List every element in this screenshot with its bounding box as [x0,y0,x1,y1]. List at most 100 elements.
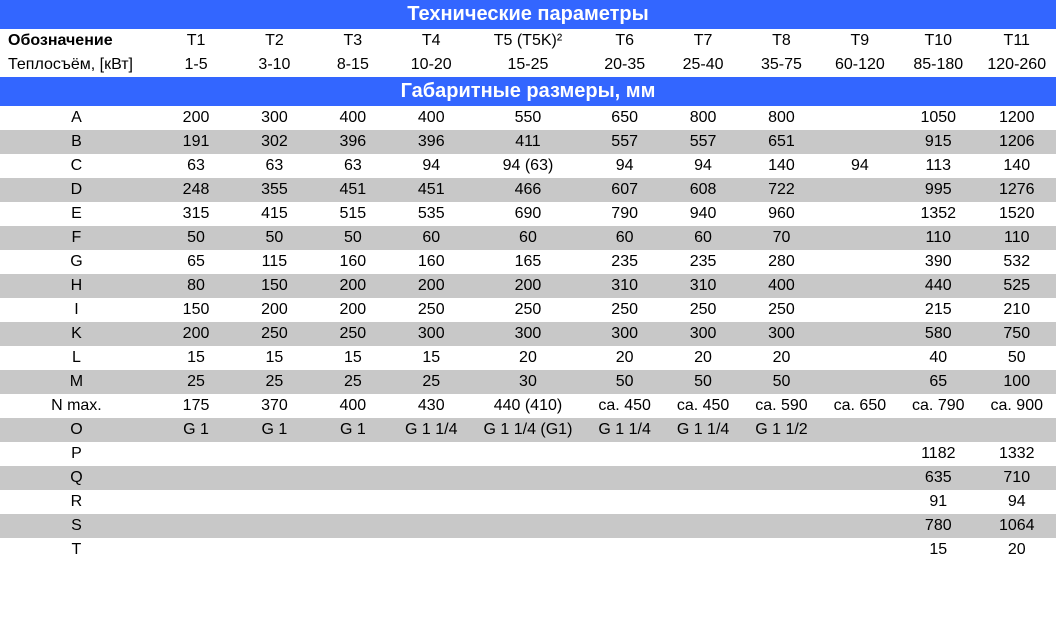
param-M-3: 25 [392,370,470,394]
param-M-0: 25 [157,370,235,394]
param-L-10: 50 [977,346,1056,370]
param-T-3 [392,538,470,562]
param-G-4: 165 [470,250,585,274]
param-M-5: 50 [585,370,663,394]
param-L-5: 20 [585,346,663,370]
param-T-6 [664,538,742,562]
param-F-9: 110 [899,226,977,250]
param-A-3: 400 [392,106,470,130]
param-E-3: 535 [392,202,470,226]
param-O-8 [821,418,899,442]
param-S-9: 780 [899,514,977,538]
param-label-E: E [0,202,157,226]
param-B-9: 915 [899,130,977,154]
heat-label: Теплосъём, [кВт] [0,53,157,77]
param-G-0: 65 [157,250,235,274]
param-R-1 [235,490,313,514]
param-M-2: 25 [314,370,392,394]
param-label-K: K [0,322,157,346]
param-O-0: G 1 [157,418,235,442]
param-R-0 [157,490,235,514]
param-K-8 [821,322,899,346]
param-O-5: G 1 1/4 [585,418,663,442]
param-Q-2 [314,466,392,490]
param-L-6: 20 [664,346,742,370]
param-I-0: 150 [157,298,235,322]
param-M-9: 65 [899,370,977,394]
param-A-6: 800 [664,106,742,130]
param-N max.-4: 440 (410) [470,394,585,418]
param-Q-7 [742,466,820,490]
param-K-3: 300 [392,322,470,346]
col-header-4: T5 (T5K)² [470,29,585,53]
heat-val-0: 1-5 [157,53,235,77]
param-I-6: 250 [664,298,742,322]
param-P-6 [664,442,742,466]
heat-val-8: 60-120 [821,53,899,77]
param-S-2 [314,514,392,538]
param-label-S: S [0,514,157,538]
param-label-G: G [0,250,157,274]
param-F-4: 60 [470,226,585,250]
param-C-8: 94 [821,154,899,178]
param-S-6 [664,514,742,538]
param-H-6: 310 [664,274,742,298]
param-O-2: G 1 [314,418,392,442]
param-A-10: 1200 [977,106,1056,130]
param-G-8 [821,250,899,274]
param-E-6: 940 [664,202,742,226]
param-B-1: 302 [235,130,313,154]
param-P-7 [742,442,820,466]
param-E-9: 1352 [899,202,977,226]
param-S-4 [470,514,585,538]
param-N max.-6: ca. 450 [664,394,742,418]
param-P-4 [470,442,585,466]
param-G-1: 115 [235,250,313,274]
param-F-7: 70 [742,226,820,250]
param-O-1: G 1 [235,418,313,442]
param-K-6: 300 [664,322,742,346]
param-Q-10: 710 [977,466,1056,490]
param-P-5 [585,442,663,466]
param-I-8 [821,298,899,322]
heat-val-2: 8-15 [314,53,392,77]
param-O-6: G 1 1/4 [664,418,742,442]
param-H-5: 310 [585,274,663,298]
param-N max.-0: 175 [157,394,235,418]
param-D-8 [821,178,899,202]
heat-val-7: 35-75 [742,53,820,77]
param-S-7 [742,514,820,538]
param-label-C: C [0,154,157,178]
param-I-2: 200 [314,298,392,322]
param-L-3: 15 [392,346,470,370]
param-A-4: 550 [470,106,585,130]
param-Q-5 [585,466,663,490]
param-O-3: G 1 1/4 [392,418,470,442]
param-K-2: 250 [314,322,392,346]
param-E-4: 690 [470,202,585,226]
param-K-4: 300 [470,322,585,346]
param-H-0: 80 [157,274,235,298]
param-L-8 [821,346,899,370]
param-N max.-8: ca. 650 [821,394,899,418]
param-O-7: G 1 1/2 [742,418,820,442]
param-R-4 [470,490,585,514]
param-T-9: 15 [899,538,977,562]
param-S-8 [821,514,899,538]
param-N max.-7: ca. 590 [742,394,820,418]
param-S-5 [585,514,663,538]
param-C-5: 94 [585,154,663,178]
param-A-5: 650 [585,106,663,130]
param-Q-9: 635 [899,466,977,490]
param-D-1: 355 [235,178,313,202]
param-P-8 [821,442,899,466]
param-F-6: 60 [664,226,742,250]
param-E-1: 415 [235,202,313,226]
param-C-7: 140 [742,154,820,178]
param-T-10: 20 [977,538,1056,562]
param-R-6 [664,490,742,514]
param-N max.-1: 370 [235,394,313,418]
col-header-5: T6 [585,29,663,53]
param-M-6: 50 [664,370,742,394]
param-H-2: 200 [314,274,392,298]
